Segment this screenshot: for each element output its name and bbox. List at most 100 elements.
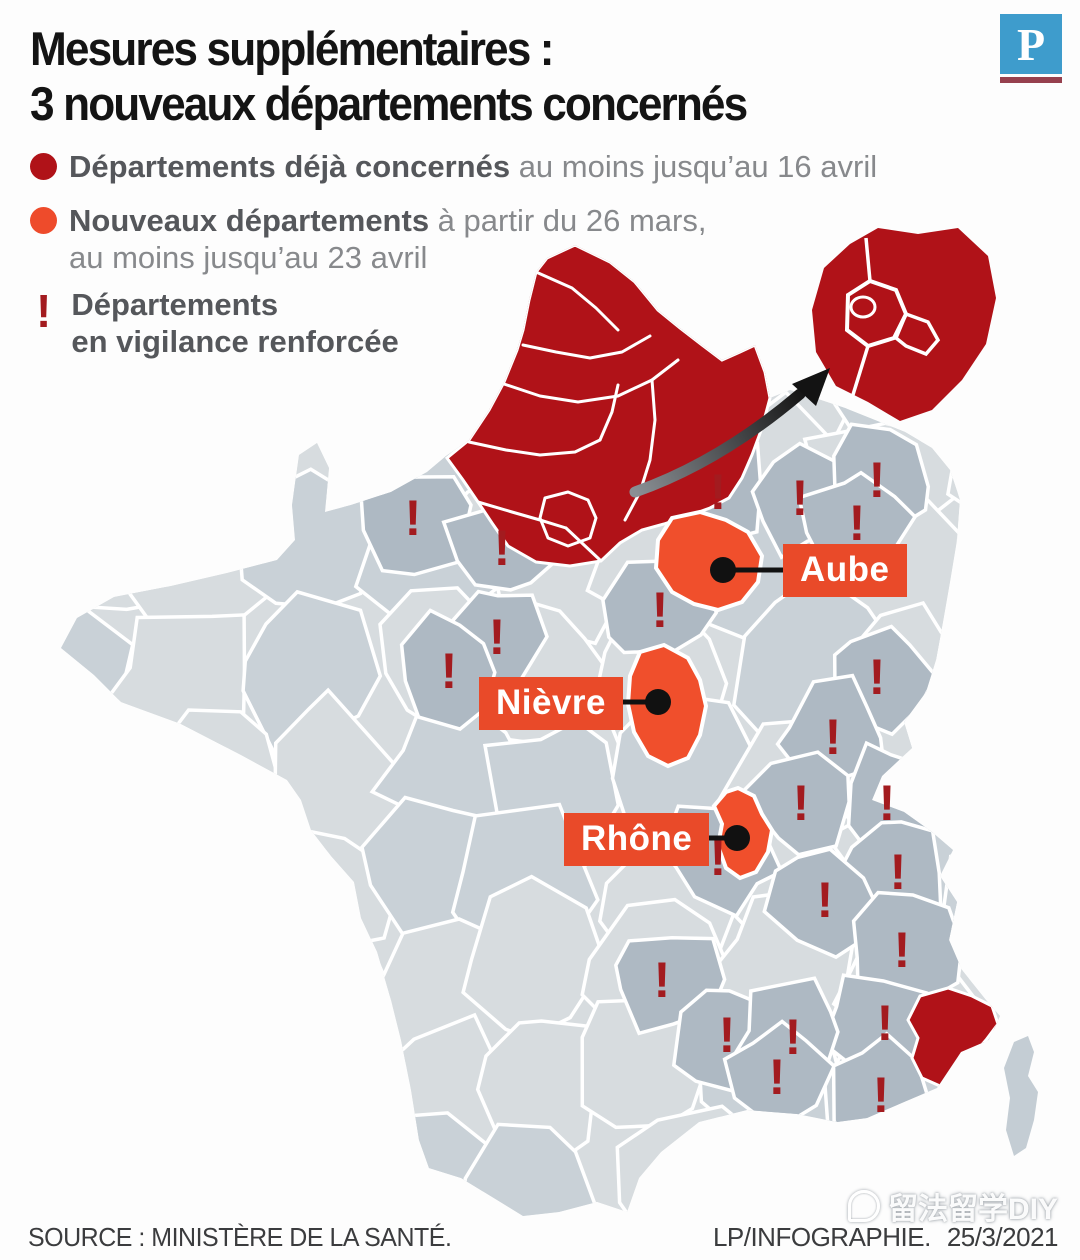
idf-inset-line [850,345,870,399]
aube-department [653,509,765,613]
department-cell [61,787,145,934]
credit-date: 25/3/2021 [946,1222,1059,1252]
dept-label-nievre: Nièvre [479,677,624,730]
department-cell [945,379,1000,543]
red-zone-border [476,500,568,530]
credit-text: LP/INFOGRAPHIE. [712,1222,931,1252]
red-zone-border [521,334,652,360]
department-dot [710,557,736,583]
legend-new-bold: Nouveaux départements [69,203,430,238]
vigilance-exclamation-icon: ! [792,470,809,526]
vigilance-exclamation-icon: ! [879,775,896,831]
legend-vigilance-line1: Départements [71,287,279,322]
vigilance-exclamation-icon: ! [489,609,506,665]
vigilance-exclamation-icon: ! [869,649,886,705]
vigilance-exclamation-icon: ! [654,952,671,1008]
legend-item-already: Départements déjà concernés au moins jus… [30,148,877,185]
legend-new-rest: à partir du 26 mars, [429,203,707,238]
department-cell [937,813,1000,974]
alpes-maritimes-department [906,986,1000,1088]
dept-label-aube: Aube [783,544,907,597]
red-dot-icon [30,153,57,180]
legend-already-rest: au moins jusqu’au 16 avril [510,149,878,184]
department-cell [61,937,137,1096]
vigilance-exclamation-icon: ! [793,775,810,831]
legend-already-bold: Départements déjà concernés [69,149,511,184]
department-cell [61,687,127,847]
vigilance-department [399,608,497,732]
department-cell [100,988,272,1149]
inset-arrow-head [792,368,830,406]
vigilance-exclamation-icon: ! [877,995,894,1051]
red-zone-border [564,526,602,562]
idf-inset-lobe [893,311,941,357]
watermark-text: 留法留学DIY [887,1193,1058,1226]
idf-inset-paris [849,295,877,319]
department-dot [645,689,671,715]
vigilance-exclamation-icon: ! [849,495,866,551]
vigilance-exclamation-icon: ! [494,520,511,576]
vigilance-department [359,474,473,577]
idf-inset [812,228,996,421]
watermark: 留法留学DIY [847,1184,1058,1228]
department-cell [108,885,259,1042]
vigilance-exclamation-icon: ! [769,1049,786,1105]
department-cell [953,478,1000,610]
red-zone-border [538,490,598,548]
department-cell [61,1034,166,1181]
department-cell [971,598,1000,735]
vigilance-exclamation-icon: ! [873,1067,890,1123]
department-cell [137,708,285,877]
vigilance-exclamation-icon: ! [719,1007,736,1063]
idf-inset-line [864,237,872,282]
red-zone-border [502,358,680,404]
vigilance-exclamation-icon: ! [894,922,911,978]
department-cell [115,389,246,542]
vigilance-exclamation-icon: ! [710,464,727,520]
vigilance-exclamation-icon: ! [710,830,727,886]
department-dot [724,825,750,851]
title-line2: 3 nouveaux départements concernés [30,76,748,130]
inset-arrow [629,388,806,498]
vigilance-exclamation-icon: ! [869,452,886,508]
page-title: Mesures supplémentaires : 3 nouveaux dép… [30,22,748,131]
watermark-bird-icon [847,1190,880,1222]
logo-letter: P [1000,14,1062,74]
title-line1: Mesures supplémentaires : [30,22,555,75]
vigilance-exclamation-icon: ! [825,709,842,765]
legend-item-new: Nouveaux départements à partir du 26 mar… [30,202,706,276]
credit-line: LP/INFOGRAPHIE. 25/3/2021 [712,1222,1059,1253]
department-cell [239,927,394,1068]
orange-dot-icon [30,207,57,234]
department-cell [940,702,1000,850]
legend-new-text: Nouveaux départements à partir du 26 mar… [69,202,706,276]
legend-vigilance-line2: en vigilance renforcée [71,324,399,360]
legend-new-line2: au moins jusqu’au 23 avril [69,240,428,276]
vigilance-exclamation-icon: ! [405,490,422,546]
red-zone-border [534,270,620,332]
department-cell [109,807,250,941]
le-parisien-logo: P [1000,14,1062,83]
red-zone-border [598,383,620,442]
vigilance-exclamation-icon: ! [652,582,669,638]
vigilance-exclamation-icon: ! [785,1009,802,1065]
vigilance-exclamation-icon: ! [817,872,834,928]
corsica [1004,1036,1038,1156]
dept-label-rhone: Rhône [564,813,710,866]
legend-already-text: Départements déjà concernés au moins jus… [69,148,877,185]
department-cell [61,384,157,539]
vigilance-exclamation-icon: ! [890,844,907,900]
source-text: SOURCE : MINISTÈRE DE LA SANTÉ. [28,1222,452,1252]
red-zone-border [623,378,657,522]
legend-item-vigilance: ! Départements en vigilance renforcée [30,286,399,360]
logo-stripe [1000,77,1062,83]
red-zone-north [444,245,772,568]
department-cell [246,983,412,1147]
legend-vigilance-text: Départements en vigilance renforcée [71,286,398,360]
vigilance-exclamation-icon: ! [441,643,458,699]
exclamation-icon: ! [36,285,52,337]
vigilance-department [762,847,882,960]
red-zone-border [467,438,602,457]
